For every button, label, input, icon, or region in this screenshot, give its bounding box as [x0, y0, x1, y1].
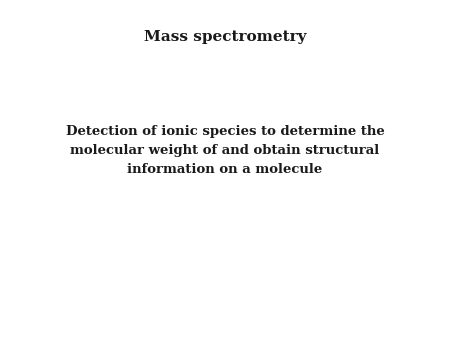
Text: Detection of ionic species to determine the
molecular weight of and obtain struc: Detection of ionic species to determine …	[66, 125, 384, 176]
Text: Mass spectrometry: Mass spectrometry	[144, 30, 306, 44]
